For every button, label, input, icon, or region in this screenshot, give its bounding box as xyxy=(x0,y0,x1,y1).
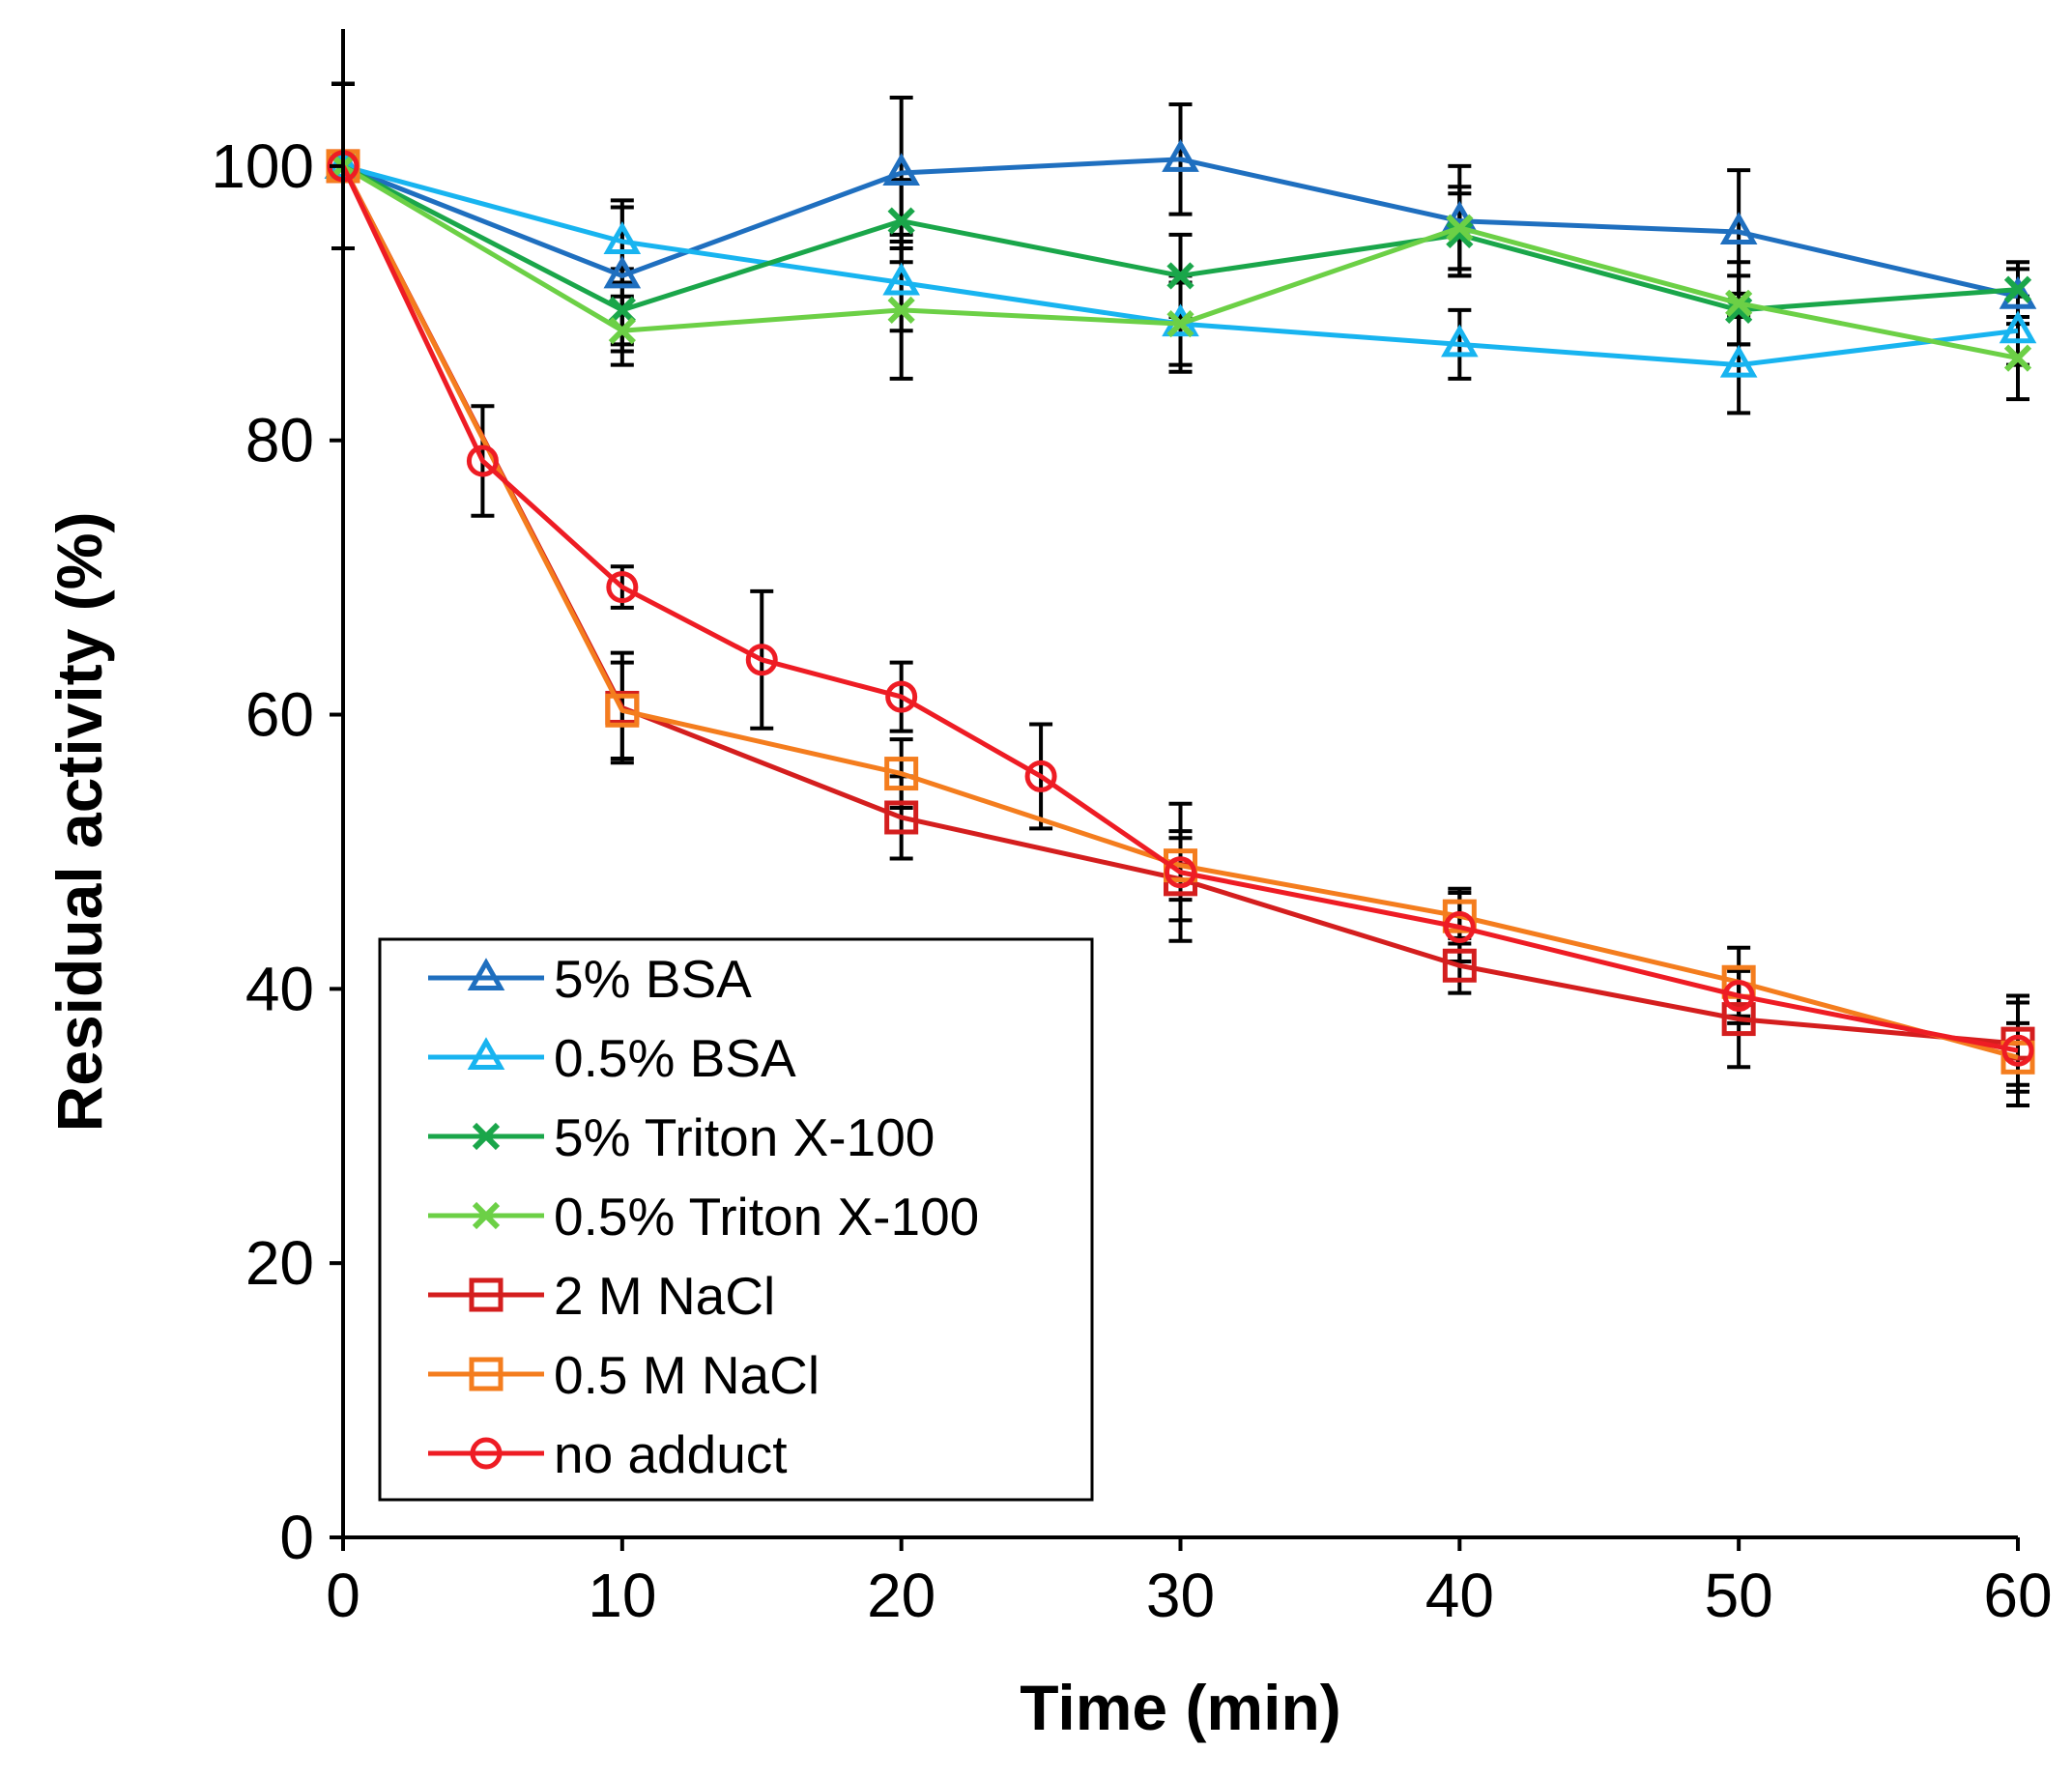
legend-marker xyxy=(472,1201,501,1230)
data-point xyxy=(2000,1040,2035,1075)
y-tick-label: 40 xyxy=(245,954,314,1023)
data-point xyxy=(2003,344,2032,372)
x-tick: 50 xyxy=(1705,1537,1773,1630)
legend-marker xyxy=(467,958,505,990)
data-point xyxy=(887,296,915,325)
data-point xyxy=(1446,220,1474,248)
x-axis-title: Time (min) xyxy=(1020,1672,1340,1743)
legend-entry: no adduct xyxy=(428,1424,788,1484)
legend-marker xyxy=(469,1277,504,1312)
data-point xyxy=(1442,899,1477,933)
y-tick-label: 20 xyxy=(245,1228,314,1298)
x-tick-label: 20 xyxy=(867,1561,935,1630)
data-point xyxy=(1719,212,1758,245)
data-point xyxy=(2001,1034,2034,1067)
data-point xyxy=(1725,289,1753,317)
data-point xyxy=(605,693,640,728)
legend-entry: 5% Triton X-100 xyxy=(428,1107,935,1167)
data-point xyxy=(882,153,920,186)
y-axis-title: Residual activity (%) xyxy=(43,512,115,1133)
data-point xyxy=(1722,979,1755,1012)
data-point xyxy=(745,644,778,676)
legend-label: 0.5% Triton X-100 xyxy=(554,1187,979,1247)
data-point xyxy=(1165,856,1196,889)
legend-marker xyxy=(470,1437,503,1470)
data-point xyxy=(1443,911,1476,944)
legend-label: 0.5% BSA xyxy=(554,1028,796,1088)
legend-label: 2 M NaCl xyxy=(554,1266,775,1326)
x-tick-label: 30 xyxy=(1146,1561,1215,1630)
y-tick: 80 xyxy=(245,406,343,475)
data-point xyxy=(606,571,639,604)
series-0-5-triton-x-100 xyxy=(329,152,2032,372)
data-point xyxy=(887,207,915,235)
data-point xyxy=(1999,310,2037,344)
data-point xyxy=(1024,760,1057,792)
y-tick-label: 100 xyxy=(211,131,314,201)
data-point xyxy=(884,800,919,835)
x-tick: 10 xyxy=(588,1537,656,1630)
x-tick-label: 50 xyxy=(1705,1561,1773,1630)
legend-entry: 0.5% BSA xyxy=(428,1028,796,1088)
axes: 0 10 20 30 40 50 60 0 20 40 60 80 100 Time (min) Re… xyxy=(43,29,2053,1743)
x-tick: 40 xyxy=(1425,1537,1494,1630)
x-tick: 20 xyxy=(867,1537,935,1630)
data-point xyxy=(1442,948,1477,983)
x-tick: 0 xyxy=(326,1537,360,1630)
series-line xyxy=(342,157,2019,300)
plot-area xyxy=(324,81,2037,1107)
data-point xyxy=(882,262,920,296)
x-tick-label: 60 xyxy=(1983,1561,2052,1630)
y-tick: 100 xyxy=(211,131,343,201)
legend-label: 0.5 M NaCl xyxy=(554,1345,820,1405)
y-tick-label: 0 xyxy=(279,1503,314,1572)
legend-entry: 0.5% Triton X-100 xyxy=(428,1187,979,1247)
data-point xyxy=(603,255,642,289)
data-point xyxy=(884,757,919,791)
legend-marker xyxy=(469,1357,504,1391)
x-tick-label: 40 xyxy=(1425,1561,1494,1630)
legend-entry: 5% BSA xyxy=(428,949,752,1009)
data-point xyxy=(603,221,642,254)
x-tick: 30 xyxy=(1146,1537,1215,1630)
data-point xyxy=(466,444,499,477)
legend-marker xyxy=(467,1037,505,1070)
data-point xyxy=(608,317,636,345)
data-point xyxy=(1166,309,1194,338)
legend-label: 5% BSA xyxy=(554,949,752,1009)
data-point xyxy=(2003,275,2032,303)
x-tick-label: 10 xyxy=(588,1561,656,1630)
data-point xyxy=(1166,262,1194,290)
legend-entry: 2 M NaCl xyxy=(428,1266,775,1326)
legend-box xyxy=(378,937,1094,1502)
data-point xyxy=(1446,214,1474,242)
data-point xyxy=(1164,848,1197,883)
legend-entry: 0.5 M NaCl xyxy=(428,1345,820,1405)
y-tick: 20 xyxy=(245,1228,343,1298)
data-point xyxy=(1719,344,1758,378)
data-point xyxy=(1162,139,1199,172)
data-point xyxy=(1441,324,1479,358)
data-point xyxy=(1721,1002,1756,1037)
y-axis-ticks: 0 20 40 60 80 100 xyxy=(211,131,343,1572)
y-tick: 0 xyxy=(279,1503,343,1572)
legend-marker xyxy=(472,1122,501,1151)
y-tick: 60 xyxy=(245,680,343,750)
legend-label: no adduct xyxy=(554,1424,788,1484)
legend-label: 5% Triton X-100 xyxy=(554,1107,935,1167)
y-tick: 40 xyxy=(245,954,343,1023)
x-tick: 60 xyxy=(1983,1537,2053,1630)
y-tick-label: 80 xyxy=(245,406,314,475)
legend: 5% BSA 0.5% BSA 5% Triton X-100 0.5% Triton… xyxy=(378,937,1094,1502)
y-tick-label: 60 xyxy=(245,680,314,750)
data-point xyxy=(885,680,918,713)
x-axis-ticks: 0 10 20 30 40 50 60 xyxy=(326,1537,2053,1630)
x-tick-label: 0 xyxy=(326,1561,360,1630)
data-point xyxy=(608,296,636,325)
series-line xyxy=(340,164,2019,1053)
